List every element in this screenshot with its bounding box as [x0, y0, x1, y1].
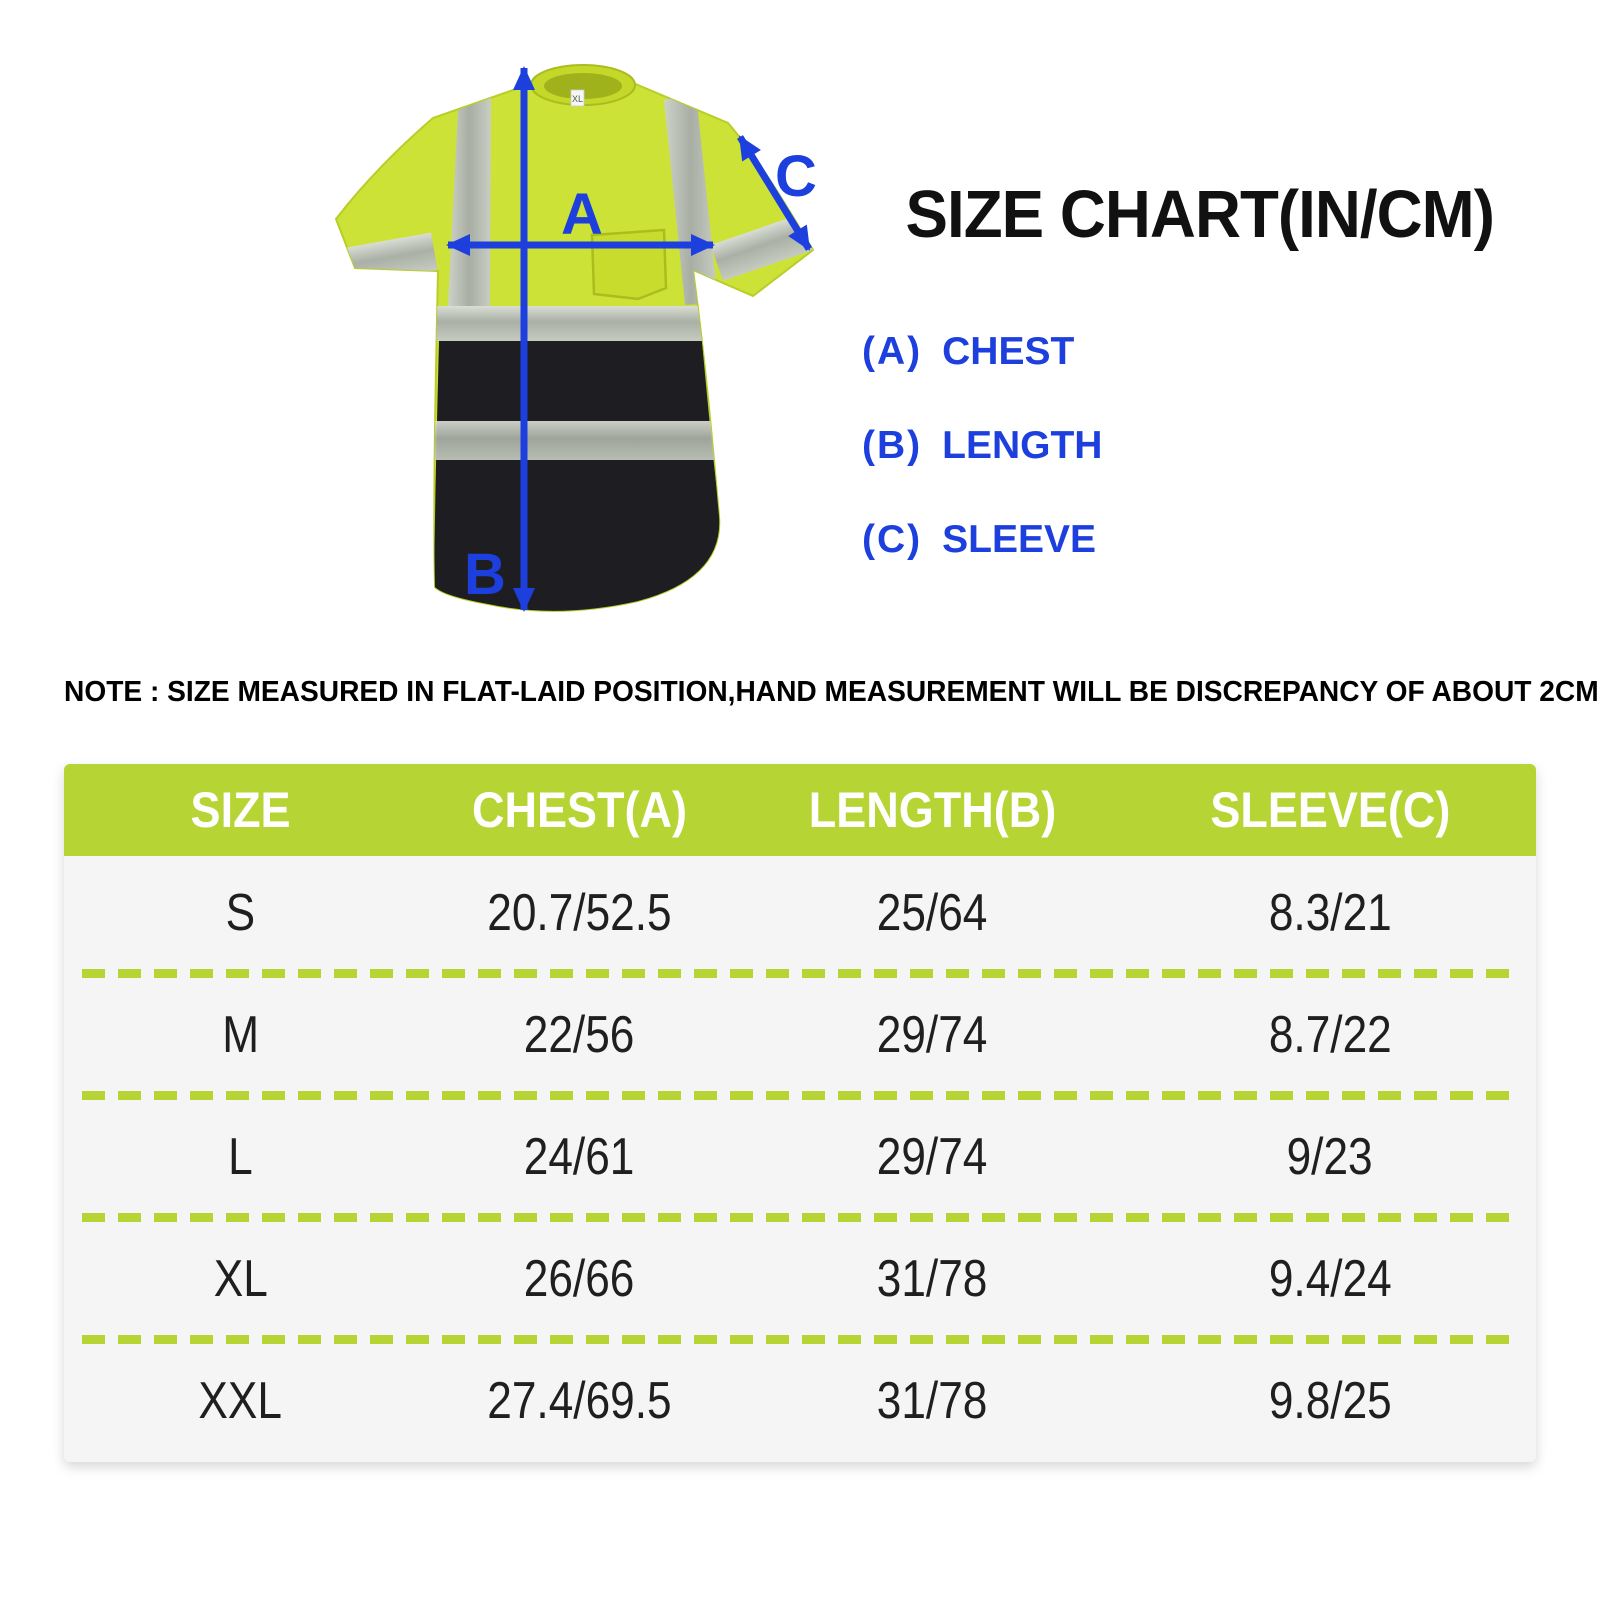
shirt-diagram: XL A B C [334, 64, 817, 612]
chest-pocket [590, 228, 668, 301]
legend-item-sleeve: (C) SLEEVE [862, 518, 1102, 562]
row-separator [82, 1335, 1518, 1344]
legend-label-sleeve: SLEEVE [942, 518, 1097, 561]
legend-key-c: (C) [862, 518, 923, 561]
cell-size: L [228, 1127, 253, 1186]
column-header-length: LENGTH(B) [808, 782, 1057, 838]
neck-tag-text: XL [572, 94, 583, 104]
cell-length: 31/78 [877, 1371, 988, 1430]
page-title: SIZE CHART(IN/CM) [905, 177, 1495, 252]
legend-label-chest: CHEST [942, 330, 1075, 373]
legend-label-length: LENGTH [942, 424, 1103, 467]
cell-length: 29/74 [877, 1127, 988, 1186]
cell-chest: 27.4/69.5 [487, 1371, 672, 1430]
legend-key-a: (A) [862, 330, 923, 373]
label-c: C [775, 144, 817, 209]
legend-item-chest: (A) CHEST [862, 330, 1102, 374]
cell-length: 31/78 [877, 1249, 988, 1308]
label-b: B [464, 542, 506, 607]
legend-item-length: (B) LENGTH [862, 424, 1102, 468]
cell-size: M [222, 1005, 260, 1064]
cell-sleeve: 8.7/22 [1268, 1005, 1392, 1064]
cell-sleeve: 9/23 [1286, 1127, 1373, 1186]
legend-key-b: (B) [862, 424, 923, 467]
chest-reflective-band [428, 306, 730, 341]
table-row-l: L 24/61 29/74 9/23 [64, 1100, 1536, 1213]
row-separator [82, 1091, 1518, 1100]
label-a: A [561, 182, 603, 247]
neck-size-tag [570, 89, 585, 107]
measurement-arrows [446, 66, 812, 612]
cell-sleeve: 8.3/21 [1268, 883, 1392, 942]
collar-icon: XL [530, 64, 636, 107]
shirt-black-section [434, 341, 721, 611]
cell-size: XXL [198, 1371, 283, 1430]
table-row-xxl: XXL 27.4/69.5 31/78 9.8/25 [64, 1344, 1536, 1457]
cell-length: 25/64 [877, 883, 988, 942]
cell-chest: 26/66 [523, 1249, 635, 1308]
cell-sleeve: 9.8/25 [1268, 1371, 1392, 1430]
cell-size: XL [213, 1249, 268, 1308]
waist-reflective-band [423, 421, 735, 460]
row-separator [82, 1213, 1518, 1222]
cell-length: 29/74 [877, 1005, 988, 1064]
cell-size: S [225, 883, 256, 942]
cell-chest: 22/56 [523, 1005, 635, 1064]
table-row-s: S 20.7/52.5 25/64 8.3/21 [64, 856, 1536, 969]
cell-chest: 24/61 [523, 1127, 635, 1186]
column-header-sleeve: SLEEVE(C) [1209, 782, 1450, 838]
measurement-note: NOTE : SIZE MEASURED IN FLAT-LAID POSITI… [64, 676, 1600, 708]
table-row-xl: XL 26/66 31/78 9.4/24 [64, 1222, 1536, 1335]
cell-chest: 20.7/52.5 [487, 883, 672, 942]
cell-sleeve: 9.4/24 [1268, 1249, 1392, 1308]
sleeve-arrow-icon [737, 135, 812, 251]
shirt-body-icon: XL [334, 64, 815, 612]
row-separator [82, 969, 1518, 978]
column-header-size: SIZE [190, 782, 291, 838]
table-header-row: SIZE CHEST(A) LENGTH(B) SLEEVE(C) [64, 764, 1536, 856]
column-header-chest: CHEST(A) [471, 782, 687, 838]
size-table: SIZE CHEST(A) LENGTH(B) SLEEVE(C) S 20.7… [64, 764, 1536, 1462]
table-row-m: M 22/56 29/74 8.7/22 [64, 978, 1536, 1091]
measurement-legend: (A) CHEST (B) LENGTH (C) SLEEVE [862, 330, 1102, 562]
